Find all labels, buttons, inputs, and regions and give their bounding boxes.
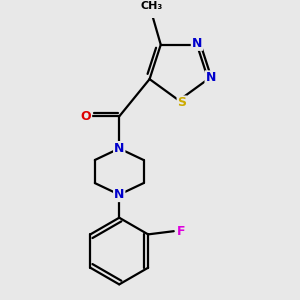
Text: CH₃: CH₃ xyxy=(140,1,162,10)
Text: F: F xyxy=(177,225,186,238)
Text: N: N xyxy=(206,71,216,84)
Text: N: N xyxy=(114,142,124,155)
Text: N: N xyxy=(192,37,202,50)
Text: N: N xyxy=(114,188,124,201)
Text: S: S xyxy=(178,96,187,110)
Text: O: O xyxy=(81,110,91,123)
